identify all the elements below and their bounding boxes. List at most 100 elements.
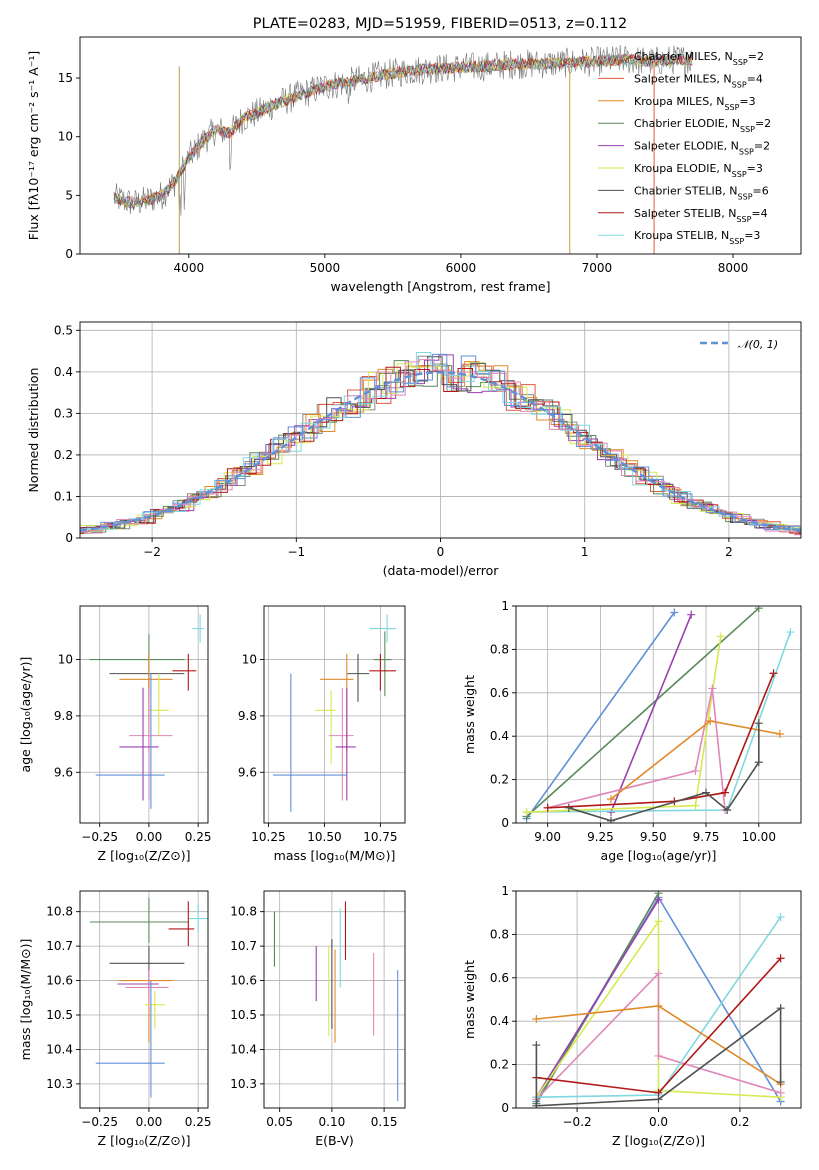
- errorbar-point-0: [188, 904, 208, 933]
- x-tick-label: 9.00: [534, 830, 561, 844]
- y-tick-label: 9.8: [238, 709, 257, 723]
- spectrum-model-3: [113, 52, 692, 208]
- y-tick-label: 0.1: [54, 489, 73, 503]
- y-tick-label: 0.5: [54, 323, 73, 337]
- weight-line-7: [547, 672, 775, 809]
- y-tick-label: 9.6: [238, 765, 257, 779]
- ebv-mass-frame: [263, 890, 406, 1109]
- y-tick-label: 10.8: [46, 905, 73, 919]
- weight-marker: [754, 758, 763, 767]
- y-tick-label: 10.6: [230, 974, 257, 988]
- errorbar-point-4: [319, 653, 354, 753]
- plot-area-z-weight: [516, 891, 801, 1108]
- x-axis-label: (data-model)/error: [383, 563, 500, 578]
- weight-line-3: [526, 631, 792, 813]
- y-axis-label: Flux [fλ10⁻¹⁷ erg cm⁻² s⁻¹ A⁻¹]: [26, 51, 41, 240]
- residuals-frame: [79, 321, 802, 539]
- y-tick-label: 0.2: [54, 448, 73, 462]
- panel-z-age: −0.25 0.00 0.25 9.6 9.8 10 Z [log₁₀(Z/Z⊙)] age …: [18, 605, 212, 863]
- weight-marker: [564, 803, 573, 812]
- x-tick-label: 9.25: [587, 830, 614, 844]
- x-axis-label: wavelength [Angstrom, rest frame]: [330, 279, 550, 294]
- y-tick-label: 10: [58, 653, 73, 667]
- legend-label: Kroupa STELIB, NSSP=3: [634, 229, 760, 246]
- x-axis-label: Z [log₁₀(Z/Z⊙)]: [612, 1133, 705, 1148]
- x-axis-label: Z [log₁₀(Z/Z⊙)]: [98, 1133, 191, 1148]
- x-axis-label: Z [log₁₀(Z/Z⊙)]: [98, 848, 191, 863]
- x-tick-label: 0.00: [136, 830, 163, 844]
- panel-z-weight: −0.2 0.0 0.2 0 0.2 0.4 0.6 0.8 1 Z [log₁₀(Z/Z⊙)] m…: [462, 884, 802, 1148]
- errorbar-point-0: [192, 614, 205, 643]
- weight-marker: [654, 895, 663, 904]
- y-tick-label: 10.3: [46, 1077, 73, 1091]
- legend-label-suffix: =4: [751, 207, 767, 220]
- plot-area-ebv-mass: [264, 891, 405, 1108]
- legend-label-sub: SSP: [732, 80, 747, 89]
- y-tick-label: 10.5: [230, 1008, 257, 1022]
- x-tick-label: 0.0: [649, 1115, 668, 1129]
- errorbar-point-0: [369, 614, 397, 643]
- errorbar-point-7: [335, 687, 356, 801]
- legend-label-sub: SSP: [729, 237, 744, 246]
- weight-marker: [721, 788, 729, 797]
- legend-label-sub: SSP: [740, 125, 755, 134]
- y-tick-label: 0.6: [490, 971, 509, 985]
- weight-marker: [776, 954, 785, 963]
- y-tick-label: 10: [242, 653, 257, 667]
- legend-label-sub: SSP: [736, 214, 751, 223]
- weight-marker: [754, 606, 763, 613]
- weight-marker: [654, 1095, 663, 1104]
- x-tick-label: −1: [287, 545, 305, 559]
- panel-age-weight: 9.00 9.25 9.50 9.75 10.00 0 0.2 0.4 0.6 0.8 1 age […: [462, 599, 802, 863]
- z-weight-frame: [515, 890, 802, 1109]
- legend-label-suffix: =2: [748, 50, 764, 63]
- x-tick-label: 9.75: [693, 830, 720, 844]
- weight-marker: [786, 628, 795, 637]
- weight-marker: [776, 913, 785, 922]
- errorbar-point-1: [89, 897, 189, 943]
- errorbar-point-7: [119, 687, 159, 801]
- weight-marker: [532, 1015, 541, 1024]
- legend-label-suffix: =3: [744, 229, 760, 242]
- spectrum-model-8: [113, 52, 693, 208]
- weight-marker: [654, 917, 663, 926]
- y-tick-label: 10.4: [46, 1042, 73, 1056]
- plot-area-spectrum: [113, 44, 693, 254]
- x-axis-label: E(B-V): [315, 1133, 354, 1148]
- legend-label-sub: SSP: [724, 102, 739, 111]
- y-tick-label: 0.3: [54, 406, 73, 420]
- legend-label: Salpeter STELIB, NSSP=4: [634, 207, 768, 224]
- y-tick-label: 0.4: [490, 729, 509, 743]
- weight-marker: [691, 766, 700, 775]
- histogram-7: [80, 366, 801, 534]
- legend-label-name: Chabrier STELIB, N: [634, 184, 738, 197]
- x-tick-label: −0.25: [81, 830, 118, 844]
- x-tick-label: 5000: [310, 261, 341, 275]
- errorbar-point-3: [109, 946, 185, 988]
- weight-marker: [654, 1002, 663, 1011]
- errorbar-point-3: [109, 653, 185, 702]
- x-tick-label: 10.50: [307, 830, 341, 844]
- y-tick-label: 15: [58, 71, 73, 85]
- legend-label: Kroupa MILES, NSSP=3: [634, 95, 756, 112]
- x-tick-label: 10.75: [363, 830, 397, 844]
- weight-marker: [754, 719, 763, 728]
- legend-label-gauss: 𝒩(0, 1): [738, 338, 778, 351]
- legend-label-suffix: =2: [754, 140, 770, 153]
- y-tick-label: 9.8: [54, 709, 73, 723]
- y-axis-label: age [log₁₀(age/yr)]: [18, 657, 33, 773]
- x-tick-label: 0.15: [371, 1115, 398, 1129]
- legend-label-name: Chabrier MILES, N: [634, 50, 733, 63]
- weight-line-5: [547, 688, 726, 811]
- errorbar-point-4: [119, 653, 173, 753]
- spectrum-frame: [79, 36, 802, 255]
- y-tick-label: 0.2: [490, 773, 509, 787]
- y-tick-label: 1: [501, 884, 509, 898]
- plot-area-age-weight: [516, 606, 801, 823]
- weight-marker: [687, 610, 696, 619]
- x-tick-label: 4000: [174, 261, 205, 275]
- panel-spectrum: 4000 5000 6000 7000 8000 0 5 10 15 wavelength [An…: [26, 36, 802, 294]
- x-tick-label: 0.25: [185, 830, 212, 844]
